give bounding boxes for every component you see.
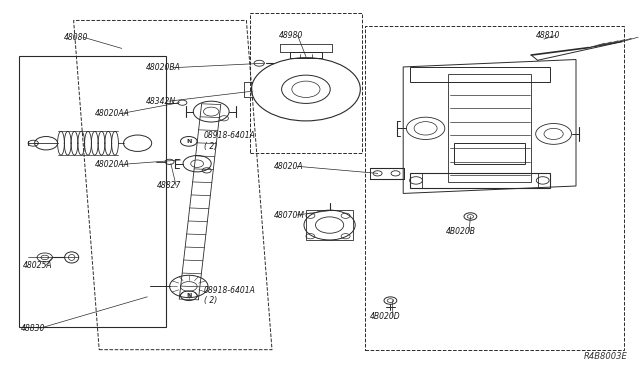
Text: 08918-6401A: 08918-6401A: [204, 286, 255, 295]
Text: ( 2): ( 2): [204, 296, 217, 305]
Text: 4B020D: 4B020D: [370, 312, 401, 321]
Text: 48070M: 48070M: [274, 211, 305, 219]
Text: 48080: 48080: [64, 33, 88, 42]
Text: 48827: 48827: [157, 181, 181, 190]
Text: 48810: 48810: [536, 31, 561, 40]
Text: ( 2): ( 2): [204, 142, 217, 151]
Text: 48020A: 48020A: [274, 162, 303, 171]
Text: 48342N: 48342N: [146, 97, 176, 106]
Text: 48020AA: 48020AA: [95, 109, 129, 118]
Text: R4B8003E: R4B8003E: [584, 352, 627, 361]
Text: 48980: 48980: [278, 31, 303, 40]
Text: 48025A: 48025A: [22, 262, 52, 270]
Text: 48020AA: 48020AA: [95, 160, 129, 169]
Text: 48020BA: 48020BA: [146, 63, 180, 72]
Text: N: N: [186, 139, 191, 144]
Text: 48830: 48830: [21, 324, 45, 333]
Text: 4B020B: 4B020B: [446, 227, 476, 236]
Text: N: N: [186, 293, 191, 298]
Text: 08918-6401A: 08918-6401A: [204, 131, 255, 140]
